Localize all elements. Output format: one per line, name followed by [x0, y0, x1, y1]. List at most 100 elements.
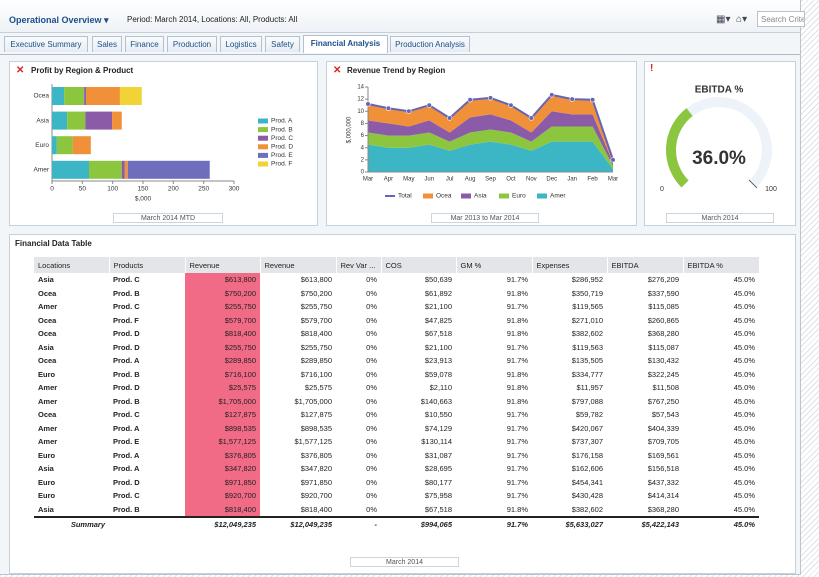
- cell: $276,209: [647, 275, 679, 285]
- tab[interactable]: Production Analysis: [390, 36, 470, 52]
- cell: Prod. A: [113, 423, 140, 433]
- cell: 91.8%: [506, 383, 528, 393]
- cell: 45.0%: [733, 275, 755, 285]
- cell: 45.0%: [733, 437, 755, 447]
- y-tick-label: 2: [361, 157, 365, 163]
- cell: Asia: [38, 342, 54, 352]
- cell: $898,535: [185, 421, 260, 435]
- cell: 0%: [366, 396, 377, 406]
- tab[interactable]: Logistics: [220, 36, 262, 52]
- bar-segment: [85, 111, 113, 130]
- legend-label: Ocea: [436, 193, 452, 200]
- cell: $737,307: [571, 437, 603, 447]
- cell: $115,085: [648, 302, 679, 312]
- cell: $80,177: [424, 477, 452, 487]
- header-row: Locations Products Revenue Revenue Rev Var .…: [34, 257, 760, 273]
- summary-cell: $12,049,235: [185, 516, 260, 532]
- category-label: Ocea: [33, 93, 49, 100]
- cell: Amer: [38, 302, 58, 312]
- cell: Asia: [38, 275, 54, 285]
- legend-swatch: [258, 144, 268, 150]
- panel-footer: March 2014: [666, 213, 774, 223]
- cell: $255,750: [300, 302, 332, 312]
- tab[interactable]: Financial Analysis: [303, 35, 388, 53]
- x-tick-label: Sep: [485, 177, 496, 183]
- legend-swatch: [258, 152, 268, 158]
- point: [589, 97, 596, 103]
- cell: $322,245: [647, 369, 679, 379]
- gauge-title: EBITDA %: [695, 85, 744, 96]
- x-tick-label: 0: [50, 186, 54, 193]
- revenue-panel: ✕ Revenue Trend by Region 0 2 4 6 8 10 12 14 $,0…: [326, 61, 637, 226]
- tab[interactable]: Safety: [265, 36, 300, 52]
- cell: $156,518: [647, 464, 679, 474]
- cell: $971,850: [300, 477, 332, 487]
- cell: $57,543: [651, 410, 679, 420]
- point: [487, 95, 494, 101]
- data-row: Amer Prod. C $255,750 $255,750 0% $21,100 91.7…: [34, 300, 759, 314]
- x-tick-label: Jun: [424, 177, 434, 183]
- close-icon[interactable]: ✕: [16, 65, 25, 76]
- cell: $334,777: [571, 369, 603, 379]
- cell: $130,114: [421, 437, 452, 447]
- cell: Prod. C: [113, 491, 140, 501]
- panel-footer: March 2014 MTD: [113, 213, 223, 223]
- bar-segment: [89, 160, 122, 179]
- cell: 91.7%: [506, 437, 528, 447]
- bar-segment: [119, 87, 142, 105]
- cell: $25,575: [185, 381, 260, 395]
- cell: Prod. B: [113, 288, 140, 298]
- close-icon[interactable]: ✕: [333, 65, 342, 76]
- cell: $376,805: [300, 450, 332, 460]
- cell: $127,875: [185, 408, 260, 422]
- cell: 45.0%: [733, 369, 755, 379]
- data-table: Locations Products Revenue Revenue Rev Var .…: [34, 257, 760, 532]
- cell: 0%: [366, 504, 377, 514]
- cell: 0%: [366, 342, 377, 352]
- data-row: Ocea Prod. A $289,850 $289,850 0% $23,913 91.7…: [34, 354, 759, 368]
- cell: 91.8%: [506, 315, 528, 325]
- cell: Asia: [38, 464, 54, 474]
- cell: $1,705,000: [294, 396, 332, 406]
- bar-segment: [84, 87, 86, 105]
- cell: $260,865: [647, 315, 679, 325]
- cell: $368,280: [647, 329, 679, 339]
- legend-swatch: [461, 193, 471, 199]
- header: Operational Overview ▾ Period: March 201…: [0, 0, 805, 33]
- tab[interactable]: Production: [167, 36, 217, 52]
- tab[interactable]: Sales: [92, 36, 122, 52]
- tab[interactable]: Executive Summary: [4, 36, 88, 52]
- cell: 0%: [366, 369, 377, 379]
- chart-svg: 0 50 100 150 200 250 300 $,000 Ocea Asia Euro Amer P…: [33, 84, 293, 203]
- dashboard-title[interactable]: Operational Overview ▾: [9, 15, 109, 25]
- app: Operational Overview ▾ Period: March 201…: [0, 0, 805, 575]
- search-box[interactable]: Search Crite: [757, 11, 805, 27]
- bar-segment: [127, 160, 210, 179]
- bar-segment: [52, 160, 90, 179]
- cell: $59,078: [424, 369, 452, 379]
- cell: $430,428: [571, 491, 603, 501]
- cell: $750,200: [300, 288, 332, 298]
- cell: 91.7%: [506, 491, 528, 501]
- cell: 0%: [366, 356, 377, 366]
- cell: 0%: [366, 410, 377, 420]
- cell: $420,067: [571, 423, 603, 433]
- point: [528, 115, 534, 121]
- cell: $716,100: [300, 369, 332, 379]
- cell: $289,850: [300, 356, 332, 366]
- cell: Amer: [38, 437, 58, 447]
- toolbar-icons[interactable]: ▦▾ ⌂▾: [716, 14, 748, 25]
- point: [569, 96, 575, 102]
- area: [368, 126, 613, 169]
- cell: $454,341: [571, 477, 603, 487]
- legend-label: Prod. C: [271, 135, 293, 142]
- cell: 0%: [366, 383, 377, 393]
- y-tick-label: 8: [361, 121, 365, 127]
- profit-panel: ✕ Profit by Region & Product 0 50 100 150 20…: [9, 61, 318, 226]
- cell: Amer: [38, 396, 58, 406]
- title-text[interactable]: Operational Overview: [9, 15, 102, 25]
- tab[interactable]: Finance: [125, 36, 164, 52]
- legend-swatch: [537, 193, 547, 199]
- column-header: COS: [381, 257, 457, 273]
- bar-segment: [121, 160, 125, 179]
